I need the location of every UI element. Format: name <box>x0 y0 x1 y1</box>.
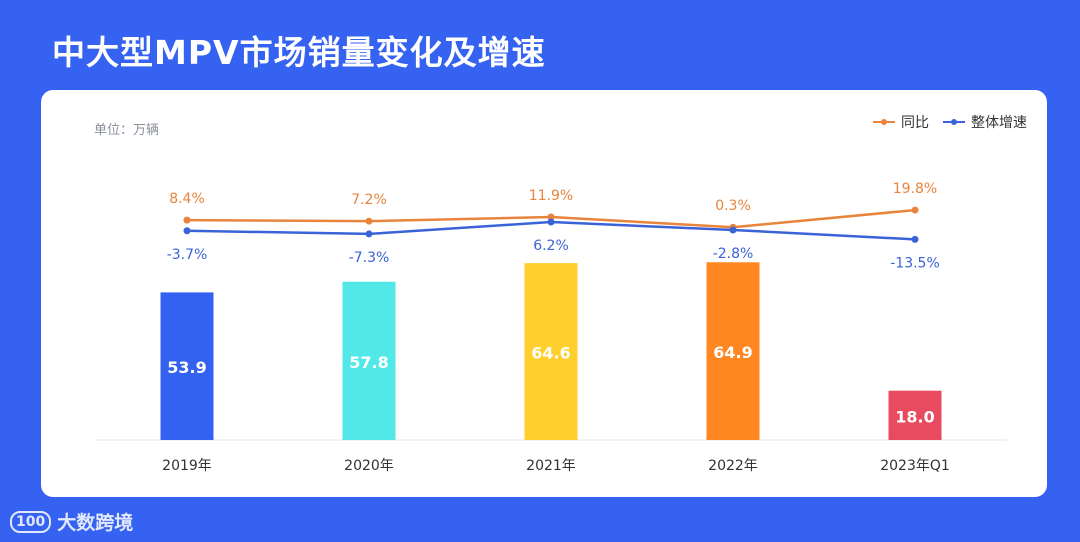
brand-name: 大数跨境 <box>57 512 134 534</box>
series-1-point-2 <box>547 218 555 226</box>
bar-3 <box>706 262 760 440</box>
bar-value-label-1: 57.8 <box>349 353 388 372</box>
page-title: 中大型MPV市场销量变化及增速 <box>52 33 546 72</box>
series-0-point-0 <box>183 216 191 224</box>
series-1-point-1 <box>365 230 373 238</box>
bar-value-label-2: 64.6 <box>531 344 570 363</box>
x-tick-label-2: 2021年 <box>526 458 576 474</box>
bar-value-label-0: 53.9 <box>167 358 206 377</box>
x-tick-label-4: 2023年Q1 <box>880 458 950 474</box>
series-1-label-1: -7.3% <box>349 250 390 266</box>
legend-label-overall: 整体增速 <box>971 115 1027 131</box>
legend-item-overall[interactable]: 整体增速 <box>943 112 1027 132</box>
series-0-point-4 <box>911 206 919 214</box>
series-0-label-2: 11.9% <box>529 188 573 204</box>
bar-0 <box>160 292 214 440</box>
bar-1 <box>342 281 396 440</box>
bar-value-label-3: 64.9 <box>713 343 752 362</box>
unit-label: 单位：万辆 <box>94 123 160 138</box>
bar-2 <box>524 263 578 440</box>
series-1-label-0: -3.7% <box>167 247 208 263</box>
legend-item-yoy[interactable]: 同比 <box>873 112 929 132</box>
chart-card: 53.9 2019年 57.8 2020年 64.6 2021年 64.9 2022年 18.0… <box>41 90 1047 497</box>
series-0-point-2 <box>547 213 555 221</box>
series-0-label-1: 7.2% <box>351 192 387 208</box>
series-1-point-4 <box>911 235 919 243</box>
brand-mark-icon: 100 <box>10 510 52 533</box>
series-1-point-3 <box>729 226 737 234</box>
x-tick-label-1: 2020年 <box>344 458 394 474</box>
series-1-label-2: 6.2% <box>533 238 569 254</box>
brand-logo: 100 大数跨境 <box>10 508 133 535</box>
series-1-point-0 <box>183 227 191 235</box>
x-tick-label-3: 2022年 <box>708 458 758 474</box>
series-0-point-1 <box>365 217 373 225</box>
bar-4 <box>888 390 942 440</box>
series-1-label-4: -13.5% <box>890 255 940 271</box>
series-0-label-4: 19.8% <box>893 181 937 197</box>
x-tick-label-0: 2019年 <box>162 458 212 474</box>
series-0-label-3: 0.3% <box>715 198 751 214</box>
series-1-label-3: -2.8% <box>713 246 754 262</box>
series-0-label-0: 8.4% <box>169 191 205 207</box>
legend-line-icon <box>873 119 895 125</box>
chart-svg: 53.9 2019年 57.8 2020年 64.6 2021年 64.9 2022年 18.0… <box>96 181 1007 474</box>
bar-value-label-4: 18.0 <box>895 407 934 426</box>
legend-label-yoy: 同比 <box>901 115 929 131</box>
legend-line-icon <box>943 119 965 125</box>
chart-legend: 同比 整体增速 <box>873 112 1027 132</box>
